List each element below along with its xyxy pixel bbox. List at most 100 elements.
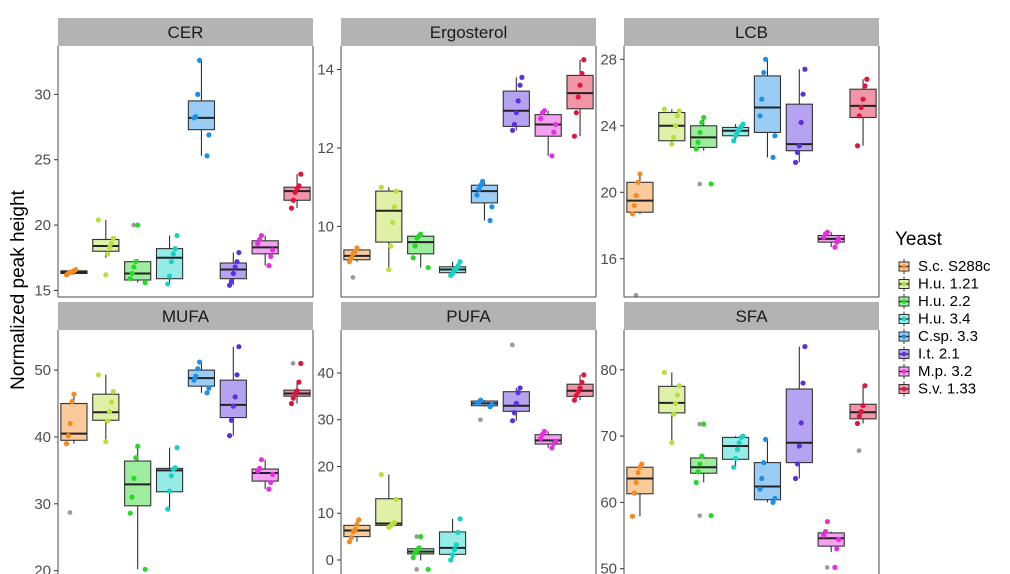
- panel-border: [623, 330, 880, 574]
- data-point: [772, 133, 778, 139]
- box-iqr: [219, 379, 247, 419]
- legend-item: S.v. 1.33: [898, 381, 976, 398]
- data-point: [579, 70, 585, 77]
- data-point: [796, 143, 802, 149]
- data-point: [860, 402, 866, 409]
- outlier-point: [633, 293, 639, 298]
- box-iqr: [375, 498, 403, 526]
- data-point: [206, 385, 212, 391]
- strip-background: [624, 18, 879, 46]
- data-point: [515, 390, 521, 396]
- data-point: [800, 380, 806, 386]
- box-1: [60, 266, 88, 278]
- data-point: [571, 397, 578, 403]
- data-point: [455, 263, 461, 269]
- y-tick-label: 50: [34, 362, 51, 379]
- data-point: [661, 106, 667, 112]
- data-point: [108, 399, 115, 405]
- y-tick-label: 20: [34, 563, 51, 574]
- legend-label: S.c. S288c: [918, 258, 991, 275]
- data-point: [410, 255, 416, 261]
- data-point: [165, 506, 171, 512]
- y-tick-label: 10: [317, 218, 334, 235]
- legend-label: H.u. 1.21: [918, 276, 979, 293]
- data-point: [519, 74, 525, 80]
- data-point: [538, 435, 544, 442]
- strip-label: Ergosterol: [430, 23, 507, 42]
- box-5: [753, 436, 782, 505]
- data-point: [346, 539, 353, 545]
- data-point: [389, 219, 396, 226]
- box-iqr: [849, 88, 877, 119]
- data-point: [802, 66, 808, 72]
- data-point: [549, 445, 555, 451]
- legend-key-point: [901, 351, 907, 357]
- data-point: [699, 453, 705, 459]
- data-point: [110, 235, 116, 241]
- data-point: [135, 222, 141, 228]
- data-point: [391, 204, 398, 210]
- strip-background: [58, 302, 313, 330]
- data-point: [108, 240, 115, 247]
- y-tick-label: 10: [317, 505, 334, 522]
- data-point: [268, 479, 274, 486]
- box-2: [375, 471, 403, 530]
- data-point: [693, 479, 699, 486]
- data-point: [860, 96, 866, 102]
- data-point: [226, 282, 233, 288]
- data-point: [487, 217, 493, 224]
- data-point: [69, 398, 75, 405]
- data-point: [356, 517, 362, 523]
- data-point: [802, 343, 808, 350]
- box-5: [187, 359, 216, 396]
- data-point: [457, 259, 463, 265]
- data-point: [581, 372, 587, 378]
- legend-item: H.u. 3.4: [898, 311, 971, 328]
- data-point: [129, 494, 135, 500]
- data-point: [230, 270, 236, 277]
- data-point: [834, 546, 840, 552]
- y-tick-label: 14: [317, 62, 334, 79]
- data-point: [133, 455, 139, 461]
- data-point: [127, 276, 133, 282]
- data-point: [732, 456, 739, 462]
- data-point: [228, 278, 235, 284]
- data-point: [105, 418, 111, 424]
- data-point: [478, 397, 484, 403]
- data-point: [196, 57, 203, 63]
- data-point: [67, 420, 73, 427]
- data-point: [106, 244, 113, 250]
- box-iqr: [155, 467, 184, 493]
- data-point: [731, 464, 737, 470]
- data-point: [577, 82, 583, 88]
- data-point: [695, 139, 701, 146]
- data-point: [757, 486, 763, 492]
- data-point: [425, 566, 431, 572]
- box-8: [283, 171, 311, 211]
- data-point: [290, 197, 296, 203]
- data-point: [234, 259, 240, 265]
- outlier-point: [478, 417, 483, 423]
- data-point: [453, 542, 459, 548]
- legend-key-point: [901, 316, 907, 322]
- data-point: [474, 192, 480, 198]
- data-point: [770, 154, 776, 160]
- data-point: [676, 383, 682, 389]
- data-point: [699, 119, 705, 126]
- data-point: [258, 457, 265, 463]
- data-point: [230, 403, 236, 409]
- box-3: [690, 421, 718, 519]
- data-point: [832, 244, 838, 250]
- data-point: [172, 465, 178, 471]
- data-point: [856, 413, 862, 419]
- data-point: [204, 390, 210, 396]
- data-point: [418, 231, 424, 237]
- data-point: [549, 153, 555, 159]
- box-iqr: [92, 393, 120, 421]
- data-point: [457, 516, 463, 522]
- data-point: [697, 461, 703, 467]
- data-point: [631, 202, 637, 209]
- data-point: [73, 266, 79, 273]
- data-point: [479, 178, 486, 184]
